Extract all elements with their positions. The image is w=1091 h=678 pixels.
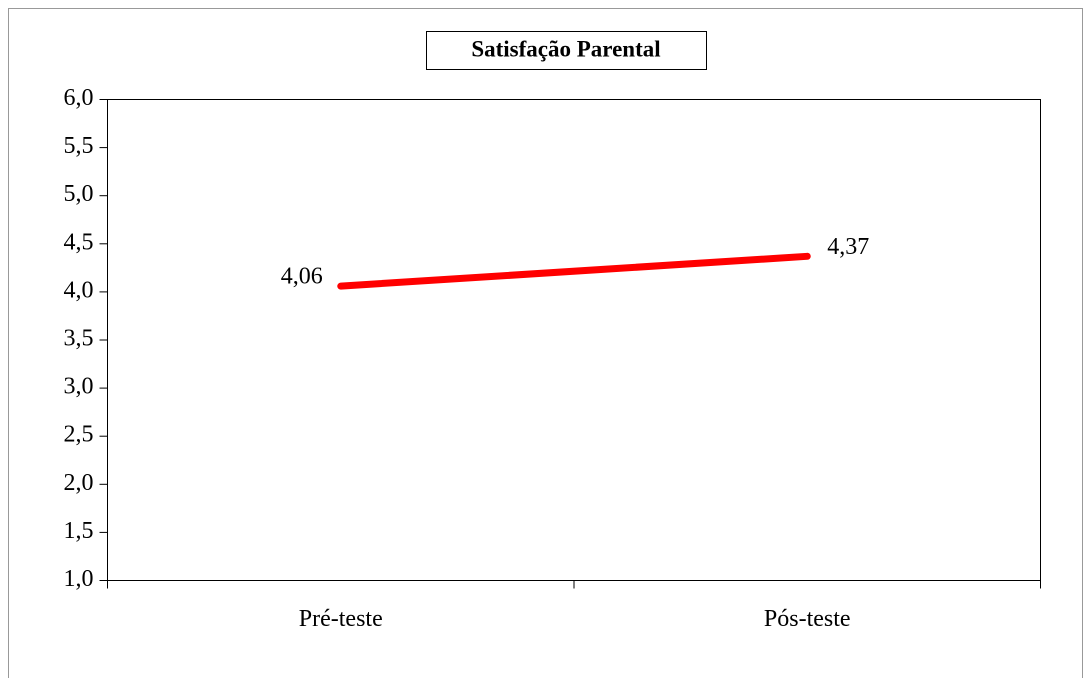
chart-title: Satisfação Parental [471, 36, 660, 61]
x-tick-label: Pré-teste [299, 606, 383, 632]
title-box [426, 31, 707, 70]
data-label: 4,06 [281, 264, 323, 290]
chart-frame [8, 8, 1083, 678]
y-tick-label: 6,0 [64, 85, 94, 111]
y-tick-label: 5,0 [64, 181, 94, 207]
y-tick-label: 3,0 [64, 374, 94, 400]
y-tick-label: 4,5 [64, 229, 94, 255]
y-tick-label: 1,5 [64, 518, 94, 544]
y-tick-label: 2,5 [64, 422, 94, 448]
data-label: 4,37 [827, 234, 869, 260]
y-tick-label: 1,0 [64, 566, 94, 592]
x-tick-label: Pós-teste [764, 606, 851, 632]
plot-area [107, 99, 1041, 581]
y-tick-label: 2,0 [64, 470, 94, 496]
line-series [337, 252, 811, 290]
y-tick-label: 5,5 [64, 133, 94, 159]
y-tick-label: 4,0 [64, 277, 94, 303]
y-tick-label: 3,5 [64, 326, 94, 352]
